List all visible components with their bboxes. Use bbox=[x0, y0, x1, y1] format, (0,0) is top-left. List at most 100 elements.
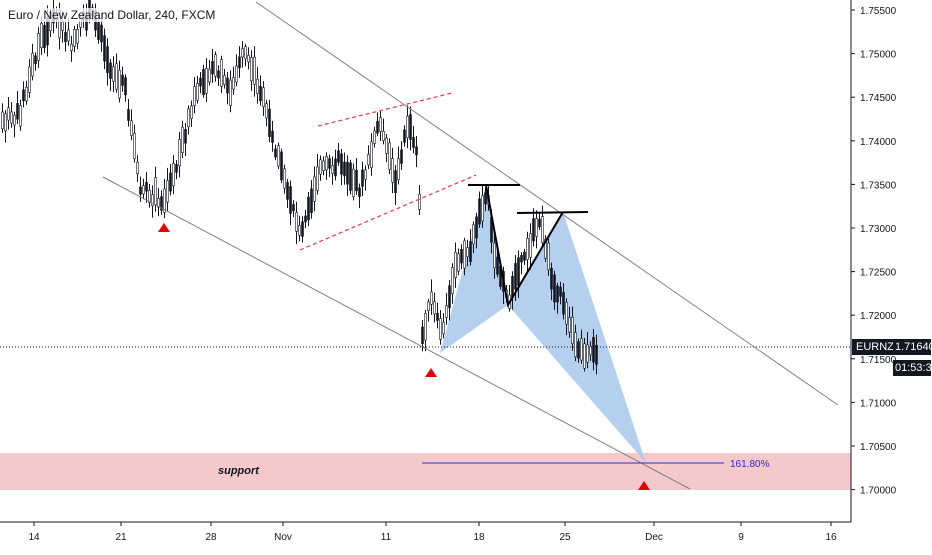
last-price-tag: 1.71640 bbox=[893, 339, 932, 355]
red-arrow-marker-3[interactable] bbox=[638, 481, 650, 490]
candle-body bbox=[67, 29, 70, 42]
candle-body bbox=[367, 154, 370, 166]
candle-body bbox=[118, 69, 121, 99]
candle-body bbox=[370, 141, 373, 168]
candle-body bbox=[382, 131, 385, 141]
candle-body bbox=[169, 172, 172, 192]
candle-body bbox=[280, 151, 283, 181]
double-top-pattern-line[interactable] bbox=[485, 184, 564, 308]
harmonic-bcd-triangle[interactable] bbox=[508, 212, 646, 463]
candle-body bbox=[409, 114, 412, 140]
candle-body bbox=[61, 21, 64, 31]
candle-body bbox=[523, 251, 526, 261]
candle-body bbox=[292, 204, 295, 212]
candle-body bbox=[445, 305, 448, 318]
channel-upper-trendline[interactable] bbox=[255, 1, 839, 406]
candle-body bbox=[163, 188, 166, 213]
support-zone[interactable] bbox=[0, 453, 851, 490]
double-top-level-2[interactable] bbox=[516, 211, 589, 214]
candle-body bbox=[436, 313, 439, 321]
candle-body bbox=[562, 292, 565, 315]
candle-body bbox=[322, 160, 325, 171]
red-arrow-marker-2[interactable] bbox=[425, 368, 437, 377]
candle-body bbox=[247, 54, 250, 63]
candle-body bbox=[304, 215, 307, 223]
candle-body bbox=[376, 120, 379, 134]
candle-body bbox=[217, 70, 220, 79]
candle-body bbox=[316, 166, 319, 191]
candle-body bbox=[469, 241, 472, 262]
candle-body bbox=[400, 149, 403, 164]
candle-body bbox=[139, 186, 142, 195]
candle-body bbox=[115, 63, 118, 90]
candle-body bbox=[238, 56, 241, 69]
candle-body bbox=[151, 194, 154, 207]
candle-body bbox=[550, 267, 553, 290]
candle-body bbox=[190, 105, 193, 120]
candle-body bbox=[127, 109, 130, 121]
candle-body bbox=[232, 77, 235, 90]
candle-body bbox=[481, 195, 484, 222]
channel-lower-trendline[interactable] bbox=[102, 176, 691, 490]
candle-body bbox=[244, 46, 247, 60]
candle-body bbox=[187, 108, 190, 128]
flag-upper-dashed-line[interactable] bbox=[317, 92, 453, 127]
candle-body bbox=[307, 196, 310, 221]
candle-body bbox=[328, 158, 331, 169]
candle-body bbox=[211, 61, 214, 75]
candle-body bbox=[535, 218, 538, 237]
candle-body bbox=[385, 137, 388, 154]
candle-body bbox=[346, 161, 349, 185]
candle-body bbox=[592, 337, 595, 363]
candle-body bbox=[418, 193, 421, 210]
candle-body bbox=[268, 108, 271, 137]
candle-body bbox=[364, 169, 367, 180]
candle-body bbox=[259, 86, 262, 102]
candle-body bbox=[349, 162, 352, 191]
candle-body bbox=[379, 117, 382, 132]
time-axis-label: Dec bbox=[645, 532, 663, 543]
time-axis-label: 25 bbox=[559, 532, 571, 543]
candle-body bbox=[184, 129, 187, 144]
candle-body bbox=[43, 25, 46, 49]
candle-body bbox=[475, 216, 478, 239]
candle-body bbox=[358, 187, 361, 197]
candle-body bbox=[205, 68, 208, 94]
candle-body bbox=[301, 221, 304, 237]
price-axis-label: 1.75500 bbox=[860, 6, 897, 17]
candle-body bbox=[148, 190, 151, 203]
candle-body bbox=[121, 74, 124, 86]
candle-body bbox=[568, 317, 571, 333]
red-arrow-marker-1[interactable] bbox=[158, 223, 170, 232]
candle-body bbox=[235, 65, 238, 83]
candle-body bbox=[154, 177, 157, 205]
candle-body bbox=[511, 275, 514, 298]
price-axis-label: 1.72000 bbox=[860, 311, 897, 322]
candle-body bbox=[343, 161, 346, 177]
candle-body bbox=[13, 114, 16, 126]
candle-body bbox=[19, 105, 22, 127]
candle-body bbox=[337, 150, 340, 163]
candle-body bbox=[430, 291, 433, 305]
candle-body bbox=[229, 79, 232, 106]
candle-body bbox=[22, 89, 25, 102]
candle-body bbox=[241, 48, 244, 58]
candle-body bbox=[100, 24, 103, 43]
price-axis-label: 1.71500 bbox=[860, 355, 897, 366]
time-axis-label: 16 bbox=[825, 532, 837, 543]
time-axis[interactable]: 14 21 28 Nov 11 18 25 Dec 9 16 bbox=[28, 522, 837, 543]
flag-lower-dashed-line[interactable] bbox=[299, 174, 477, 251]
candle-body bbox=[361, 169, 364, 187]
candle-body bbox=[460, 249, 463, 264]
candle-body bbox=[529, 233, 532, 258]
candle-body bbox=[193, 86, 196, 106]
candle-body bbox=[391, 158, 394, 183]
candle-body bbox=[283, 168, 286, 189]
candle-body bbox=[262, 87, 265, 107]
candle-body bbox=[319, 159, 322, 175]
price-axis[interactable]: 1.75500 1.75000 1.74500 1.74000 1.73500 1.730… bbox=[851, 6, 897, 497]
time-axis-label: 14 bbox=[28, 532, 40, 543]
candle-body bbox=[352, 168, 355, 198]
